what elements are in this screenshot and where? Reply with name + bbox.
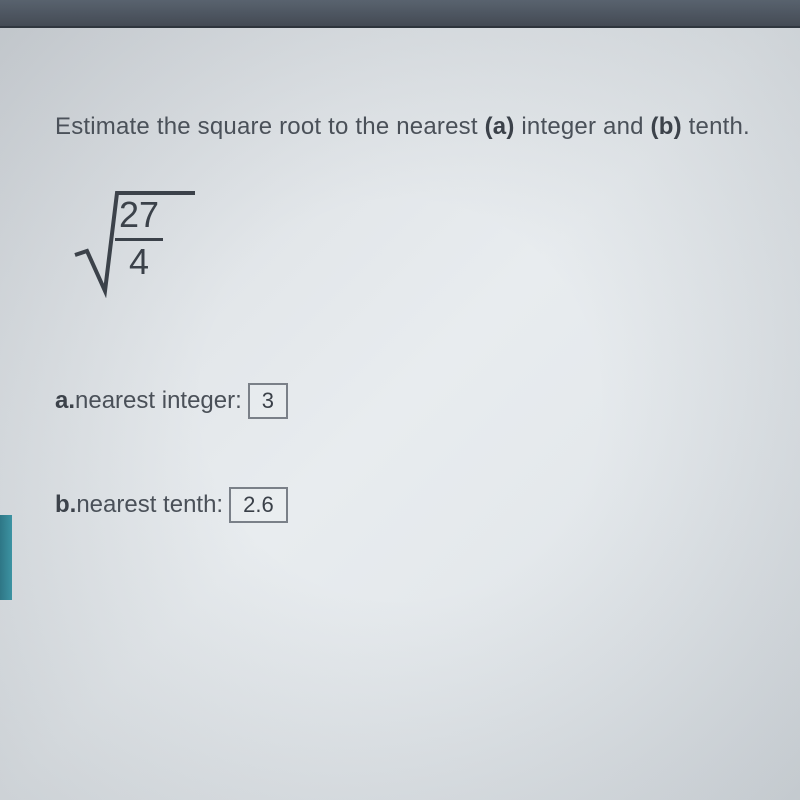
window-top-bar: [0, 0, 800, 28]
answer-b-label: nearest tenth:: [76, 491, 223, 519]
answer-b-input[interactable]: 2.6: [229, 487, 288, 523]
question-content: Estimate the square root to the nearest …: [0, 28, 800, 631]
part-a-text: integer and: [515, 113, 651, 140]
question-text: Estimate the square root to the nearest …: [55, 113, 760, 141]
denominator: 4: [129, 241, 149, 280]
part-b-text: tenth.: [682, 113, 750, 140]
answer-a-label: nearest integer:: [75, 387, 242, 415]
square-root-expression: 27 4: [67, 183, 760, 298]
answer-b-marker: b.: [55, 491, 76, 519]
question-prefix: Estimate the square root to the nearest: [55, 113, 485, 140]
numerator: 27: [119, 197, 159, 238]
answer-a-input[interactable]: 3: [248, 383, 288, 419]
part-b-marker: (b): [651, 113, 682, 140]
answer-a-line: a. nearest integer: 3: [55, 383, 760, 419]
answer-a-marker: a.: [55, 387, 75, 415]
fraction: 27 4: [115, 197, 163, 280]
side-tab[interactable]: [0, 515, 12, 600]
part-a-marker: (a): [485, 113, 515, 140]
answer-b-line: b. nearest tenth: 2.6: [55, 487, 760, 523]
